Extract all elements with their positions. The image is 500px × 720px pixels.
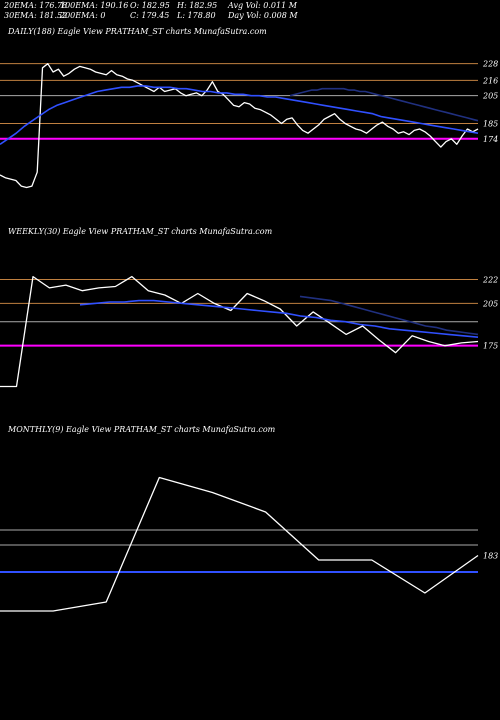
header-high: H: 182.95 <box>177 1 218 10</box>
weekly-ema-line <box>299 295 479 336</box>
monthly-tick-label: 183 <box>483 552 498 561</box>
header-open: O: 182.95 <box>130 1 170 10</box>
header-30ema: 30EMA: 181.52 <box>4 11 68 20</box>
weekly-tick-label: 222 <box>482 275 498 284</box>
header-close: C: 179.45 <box>130 11 170 20</box>
daily-ema-line <box>289 87 479 122</box>
daily-tick-label: 216 <box>482 76 498 85</box>
daily-tick-label: 228 <box>482 60 498 69</box>
weekly-chart-caption: WEEKLY(30) Eagle View PRATHAM_ST charts … <box>8 227 273 236</box>
weekly-ema-line <box>79 299 479 338</box>
daily-tick-label: 205 <box>482 92 498 101</box>
header-low: L: 178.80 <box>177 11 216 20</box>
daily-tick-label: 185 <box>483 119 498 128</box>
header-avg-vol: Avg Vol: 0.011 M <box>228 1 297 10</box>
daily-chart-caption: DAILY(188) Eagle View PRATHAM_ST charts … <box>8 27 267 36</box>
header-200ema: 200EMA: 0 <box>60 11 106 20</box>
daily-tick-label: 174 <box>483 135 498 144</box>
monthly-chart-caption: MONTHLY(9) Eagle View PRATHAM_ST charts … <box>8 425 276 434</box>
daily-price-line <box>0 63 479 189</box>
monthly-price-line <box>0 476 479 612</box>
daily-ema-line <box>0 85 479 145</box>
header-20ema: 20EMA: 176.78 <box>4 1 68 10</box>
weekly-tick-label: 175 <box>483 342 498 351</box>
weekly-price-line <box>0 275 479 388</box>
header-100ema: 100EMA: 190.16 <box>60 1 129 10</box>
header-day-vol: Day Vol: 0.008 M <box>228 11 298 20</box>
weekly-tick-label: 205 <box>482 299 498 308</box>
